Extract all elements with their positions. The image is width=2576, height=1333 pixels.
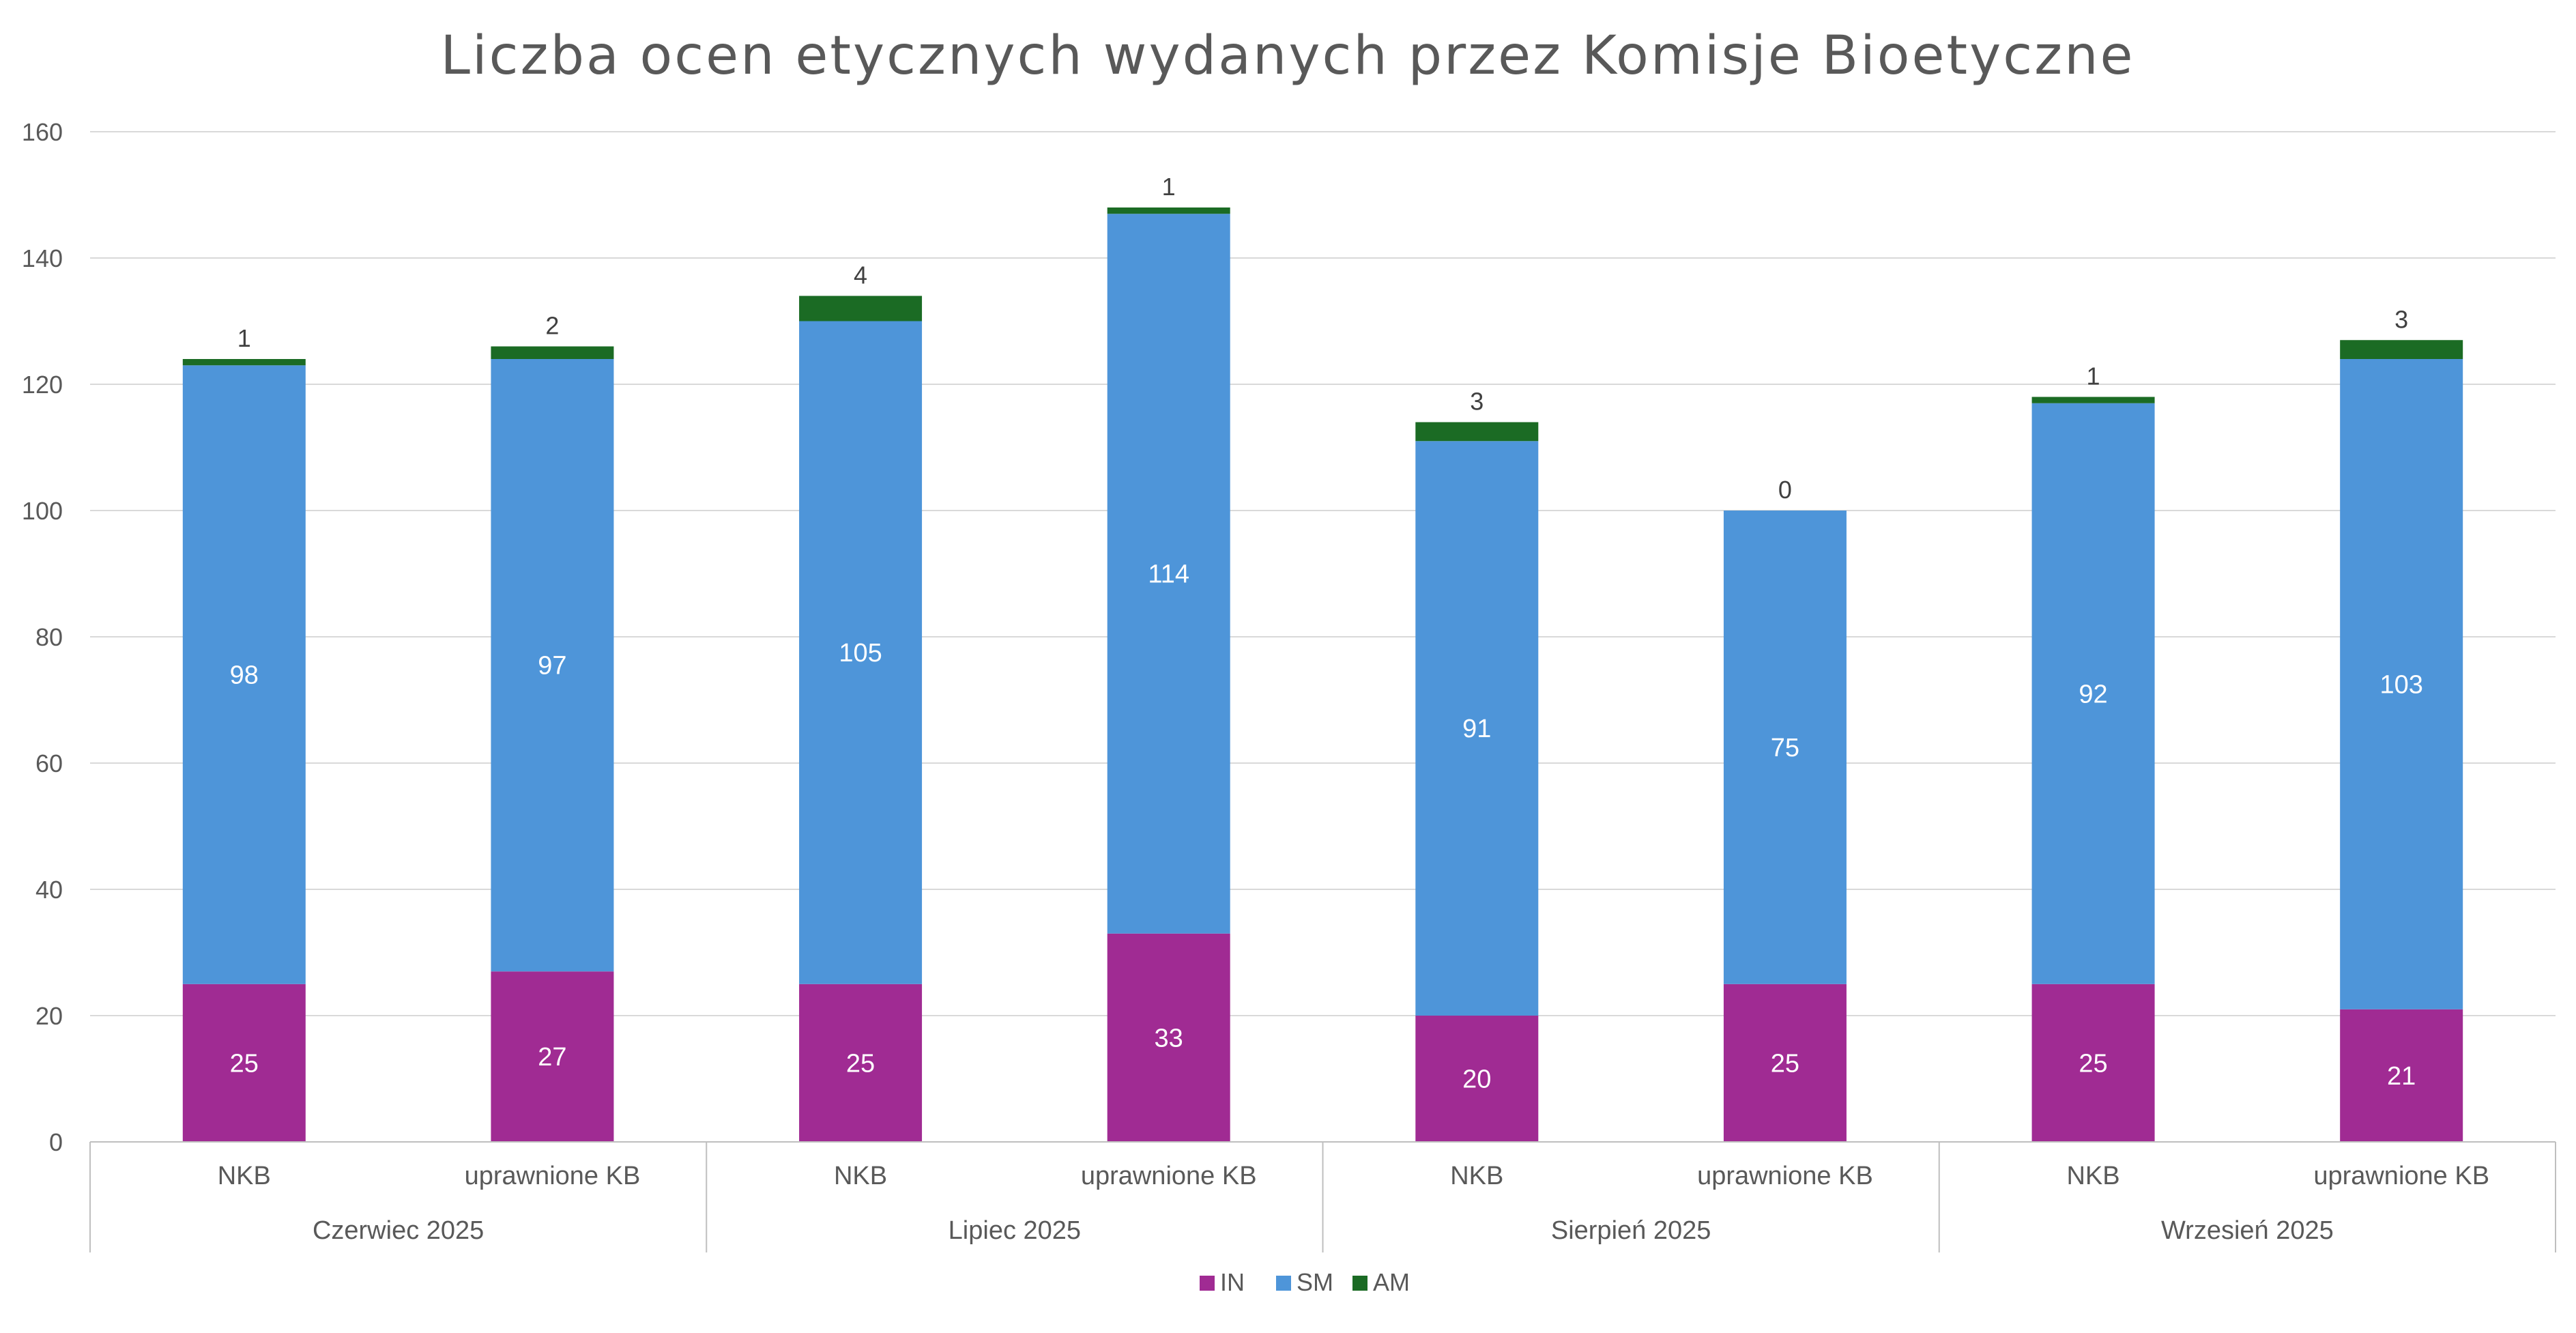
- y-tick-label: 160: [22, 118, 63, 146]
- data-label-am: 1: [1162, 173, 1176, 201]
- data-label-am: 2: [545, 312, 559, 340]
- data-label-in: 21: [2387, 1062, 2416, 1091]
- data-label-am: 3: [1470, 388, 1484, 416]
- data-label-sm: 114: [1148, 560, 1189, 589]
- data-label-sm: 97: [538, 652, 566, 680]
- legend-label-sm: SM: [1297, 1268, 1333, 1296]
- x-category-label: NKB: [218, 1162, 271, 1190]
- bar-segment-am: [799, 296, 923, 321]
- data-label-in: 25: [846, 1049, 875, 1078]
- x-axis: NKB uprawnione KB NKB uprawnione KB NKB upraw…: [89, 1141, 2556, 1252]
- legend-label-in: IN: [1220, 1268, 1245, 1296]
- bars: [182, 207, 2463, 1142]
- bar-segment-in: [182, 984, 306, 1142]
- x-group-label: Czerwiec 2025: [313, 1216, 484, 1245]
- legend: IN SM AM: [1200, 1268, 1410, 1296]
- bar-segment-in: [491, 971, 614, 1142]
- data-label-am: 4: [854, 261, 867, 289]
- y-tick-label: 0: [49, 1128, 63, 1156]
- data-label-sm: 103: [2379, 670, 2422, 699]
- bar-segment-in: [1107, 933, 1230, 1142]
- y-tick-label: 120: [22, 371, 63, 399]
- legend-swatch-sm: [1276, 1276, 1291, 1291]
- x-category-label: NKB: [2066, 1162, 2119, 1190]
- data-label-in: 27: [538, 1043, 566, 1072]
- legend-label-am: AM: [1373, 1268, 1410, 1296]
- data-label-sm: 105: [839, 639, 882, 668]
- data-label-sm: 75: [1771, 734, 1799, 762]
- bar-segment-sm: [1107, 214, 1230, 934]
- bar-segment-sm: [182, 365, 306, 984]
- bar-segment-am: [1415, 422, 1539, 442]
- data-label-sm: 98: [230, 661, 259, 690]
- gridlines: [90, 131, 2556, 1016]
- y-tick-label: 80: [35, 623, 63, 651]
- y-tick-label: 40: [35, 876, 63, 904]
- x-category-label: uprawnione KB: [1697, 1162, 1873, 1190]
- data-label-in: 25: [230, 1049, 259, 1078]
- legend-swatch-am: [1352, 1276, 1367, 1291]
- data-label-am: 3: [2394, 305, 2408, 333]
- y-tick-label: 100: [22, 497, 63, 525]
- bar-segment-am: [182, 359, 306, 366]
- chart-title: Liczba ocen etycznych wydanych przez Kom…: [441, 25, 2135, 87]
- bar-segment-in: [1415, 1016, 1539, 1142]
- y-tick-label: 20: [35, 1002, 63, 1030]
- bar-segment-sm: [2340, 359, 2463, 1009]
- data-label-in: 25: [2079, 1049, 2107, 1078]
- x-category-label: uprawnione KB: [2313, 1162, 2489, 1190]
- bar-segment-sm: [1415, 441, 1539, 1016]
- bar-segment-in: [1723, 984, 1847, 1142]
- bar-segment-sm: [2031, 403, 2155, 984]
- bar-segment-sm: [491, 359, 614, 972]
- x-category-label: NKB: [1450, 1162, 1503, 1190]
- x-group-label: Sierpień 2025: [1551, 1216, 1711, 1245]
- x-category-label: NKB: [834, 1162, 887, 1190]
- y-tick-label: 140: [22, 244, 63, 272]
- y-axis: 0 20 40 60 80 100 120 140 160: [22, 118, 63, 1156]
- x-category-label: uprawnione KB: [1081, 1162, 1257, 1190]
- bar-segment-am: [491, 346, 614, 359]
- data-labels: 25 98 1 27 97 2 25 105 4 33 114 1 20 91 3 25 75 0 25 92 1 21 1…: [230, 173, 2423, 1094]
- legend-swatch-in: [1200, 1276, 1215, 1291]
- bar-segment-sm: [1723, 511, 1847, 984]
- bar-segment-in: [2031, 984, 2155, 1142]
- x-group-label: Lipiec 2025: [949, 1216, 1081, 1245]
- data-label-sm: 92: [2079, 680, 2107, 708]
- bar-segment-am: [2340, 340, 2463, 359]
- data-label-sm: 91: [1462, 715, 1491, 743]
- bar-segment-am: [1107, 207, 1230, 214]
- x-category-label: uprawnione KB: [465, 1162, 641, 1190]
- data-label-am: 1: [237, 324, 251, 352]
- y-tick-label: 60: [35, 749, 63, 777]
- data-label-in: 25: [1771, 1049, 1799, 1078]
- data-label-am: 1: [2087, 362, 2100, 390]
- bar-segment-in: [2340, 1009, 2463, 1142]
- data-label-in: 33: [1155, 1024, 1183, 1052]
- bar-segment-in: [799, 984, 923, 1142]
- x-group-label: Wrzesień 2025: [2161, 1216, 2334, 1245]
- data-label-am: 0: [1778, 476, 1792, 504]
- data-label-in: 20: [1462, 1065, 1491, 1094]
- bar-segment-sm: [799, 321, 923, 984]
- bar-segment-am: [2031, 397, 2155, 403]
